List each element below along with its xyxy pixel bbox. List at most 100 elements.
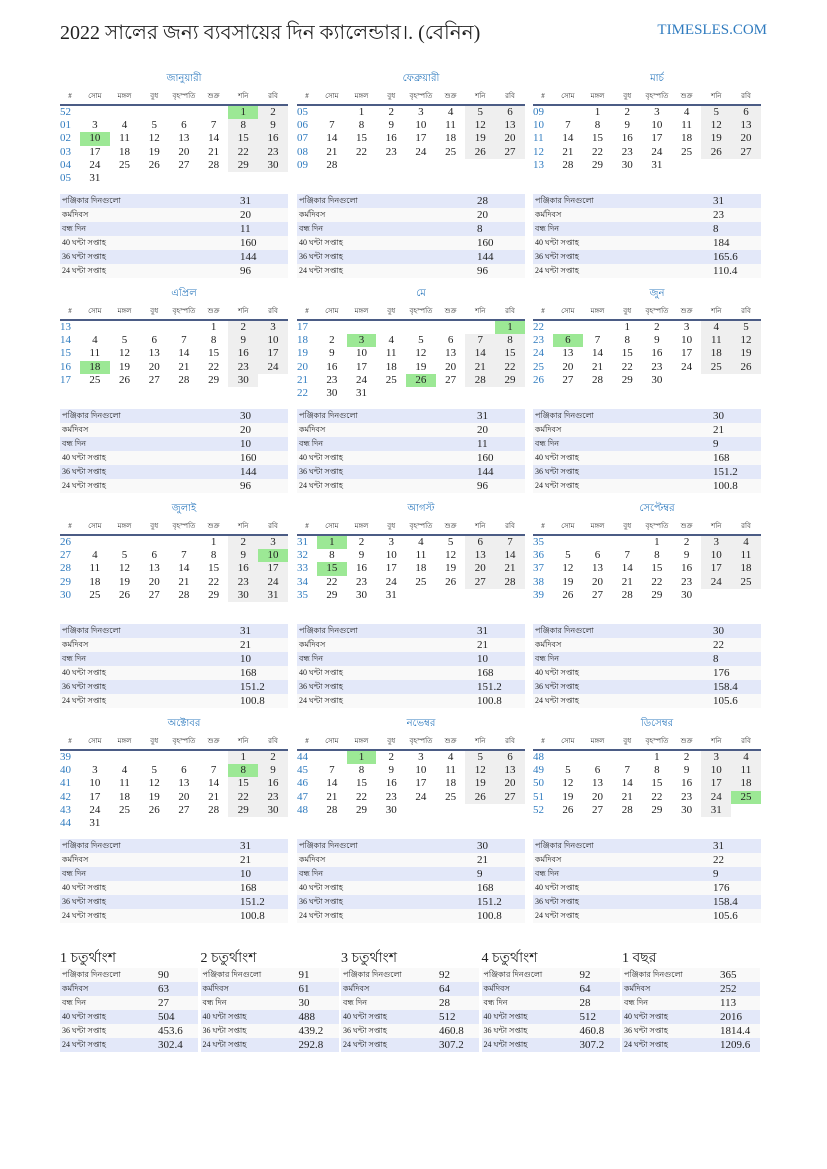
day-cell[interactable]: 28 xyxy=(621,588,633,601)
day-cell[interactable]: 26 xyxy=(119,373,131,386)
day-cell[interactable]: 17 xyxy=(258,562,288,576)
day-cell[interactable]: 12 xyxy=(119,347,131,360)
day-cell[interactable]: 27 xyxy=(495,790,525,804)
day-cell[interactable]: 19 xyxy=(465,132,496,146)
day-cell[interactable]: 23 xyxy=(228,575,259,589)
day-cell[interactable]: 28 xyxy=(465,373,496,387)
day-cell[interactable]: 11 xyxy=(89,347,101,360)
brand-link[interactable]: TIMESLES.COM xyxy=(657,22,767,38)
day-cell[interactable]: 25 xyxy=(415,575,427,588)
day-cell[interactable]: 19 xyxy=(148,145,160,158)
day-cell[interactable]: 16 xyxy=(228,347,259,361)
day-cell[interactable]: 8 xyxy=(358,119,365,132)
day-cell[interactable]: 24 xyxy=(701,790,732,804)
day-cell[interactable]: 8 xyxy=(495,334,525,348)
day-cell[interactable]: 12 xyxy=(445,549,457,562)
day-cell[interactable]: 9 xyxy=(388,119,394,132)
day-cell[interactable]: 4 xyxy=(388,334,394,347)
day-cell[interactable]: 17 xyxy=(651,132,663,145)
day-cell[interactable]: 19 xyxy=(119,360,131,373)
day-cell[interactable]: 4 xyxy=(701,321,732,335)
day-cell[interactable]: 13 xyxy=(178,132,190,145)
day-cell[interactable]: 17 xyxy=(356,360,368,373)
day-cell[interactable]: 1 xyxy=(210,321,217,333)
day-cell[interactable]: 23 xyxy=(621,145,633,158)
day-cell[interactable]: 5 xyxy=(121,549,128,562)
day-cell[interactable]: 26 xyxy=(445,575,457,588)
day-cell[interactable]: 11 xyxy=(731,549,761,563)
day-cell[interactable]: 17 xyxy=(681,347,693,360)
day-cell[interactable]: 22 xyxy=(356,790,368,803)
day-cell[interactable]: 16 xyxy=(651,347,663,360)
day-cell[interactable]: 10 xyxy=(89,777,101,790)
day-cell[interactable]: 6 xyxy=(151,549,157,562)
day-cell[interactable]: 6 xyxy=(594,549,601,562)
day-cell[interactable]: 19 xyxy=(148,790,160,803)
day-cell[interactable]: 9 xyxy=(228,334,259,348)
day-cell[interactable]: 30 xyxy=(385,803,397,816)
day-cell[interactable]: 29 xyxy=(208,373,220,386)
day-cell[interactable]: 16 xyxy=(228,562,259,576)
day-cell[interactable]: 11 xyxy=(445,119,456,132)
day-cell[interactable]: 29 xyxy=(228,803,259,817)
day-cell[interactable]: 2 xyxy=(683,751,690,763)
day-cell[interactable]: 6 xyxy=(731,106,761,120)
day-cell[interactable]: 9 xyxy=(388,764,394,777)
day-cell[interactable]: 10 xyxy=(701,764,732,778)
day-cell[interactable]: 31 xyxy=(701,803,732,817)
day-cell[interactable]: 11 xyxy=(385,347,397,360)
day-cell[interactable]: 11 xyxy=(681,119,692,132)
day-cell[interactable]: 7 xyxy=(210,764,217,777)
day-cell[interactable]: 31 xyxy=(385,588,397,601)
day-cell[interactable]: 12 xyxy=(148,777,160,790)
day-cell[interactable]: 20 xyxy=(148,360,160,373)
day-cell[interactable]: 3 xyxy=(418,106,424,118)
day-cell[interactable]: 27 xyxy=(178,803,190,816)
day-cell[interactable]: 13 xyxy=(731,119,761,133)
day-cell[interactable]: 13 xyxy=(148,347,160,360)
day-cell[interactable]: 5 xyxy=(565,764,571,777)
day-cell[interactable]: 22 xyxy=(208,575,220,588)
day-cell[interactable]: 4 xyxy=(731,751,761,765)
day-cell[interactable]: 3 xyxy=(683,321,690,333)
day-cell[interactable]: 13 xyxy=(445,347,457,360)
holiday-day-cell[interactable]: 8 xyxy=(228,764,259,778)
day-cell[interactable]: 28 xyxy=(326,158,338,171)
day-cell[interactable]: 22 xyxy=(228,790,259,804)
day-cell[interactable]: 3 xyxy=(418,751,424,763)
day-cell[interactable]: 3 xyxy=(258,536,288,550)
day-cell[interactable]: 8 xyxy=(358,764,365,777)
day-cell[interactable]: 21 xyxy=(465,360,496,374)
holiday-day-cell[interactable]: 1 xyxy=(495,321,525,335)
day-cell[interactable]: 18 xyxy=(385,360,397,373)
day-cell[interactable]: 31 xyxy=(258,588,288,602)
day-cell[interactable]: 26 xyxy=(562,803,574,816)
day-cell[interactable]: 23 xyxy=(258,790,288,804)
day-cell[interactable]: 28 xyxy=(621,803,633,816)
day-cell[interactable]: 4 xyxy=(447,106,454,118)
day-cell[interactable]: 24 xyxy=(385,575,397,588)
day-cell[interactable]: 28 xyxy=(562,158,574,171)
day-cell[interactable]: 3 xyxy=(701,751,732,765)
day-cell[interactable]: 19 xyxy=(562,790,574,803)
day-cell[interactable]: 28 xyxy=(208,158,220,171)
day-cell[interactable]: 4 xyxy=(731,536,761,550)
day-cell[interactable]: 23 xyxy=(385,790,397,803)
day-cell[interactable]: 30 xyxy=(681,588,693,601)
day-cell[interactable]: 15 xyxy=(356,132,368,145)
day-cell[interactable]: 27 xyxy=(495,145,525,159)
day-cell[interactable]: 27 xyxy=(445,373,457,386)
day-cell[interactable]: 19 xyxy=(119,575,131,588)
day-cell[interactable]: 20 xyxy=(731,132,761,146)
day-cell[interactable]: 16 xyxy=(356,562,368,575)
day-cell[interactable]: 27 xyxy=(562,373,574,386)
day-cell[interactable]: 27 xyxy=(178,158,190,171)
day-cell[interactable]: 14 xyxy=(178,347,190,360)
holiday-day-cell[interactable]: 26 xyxy=(406,373,436,387)
day-cell[interactable]: 4 xyxy=(92,334,98,347)
day-cell[interactable]: 21 xyxy=(326,145,338,158)
day-cell[interactable]: 23 xyxy=(385,145,397,158)
day-cell[interactable]: 11 xyxy=(701,334,732,348)
day-cell[interactable]: 25 xyxy=(445,145,457,158)
day-cell[interactable]: 24 xyxy=(89,158,101,171)
